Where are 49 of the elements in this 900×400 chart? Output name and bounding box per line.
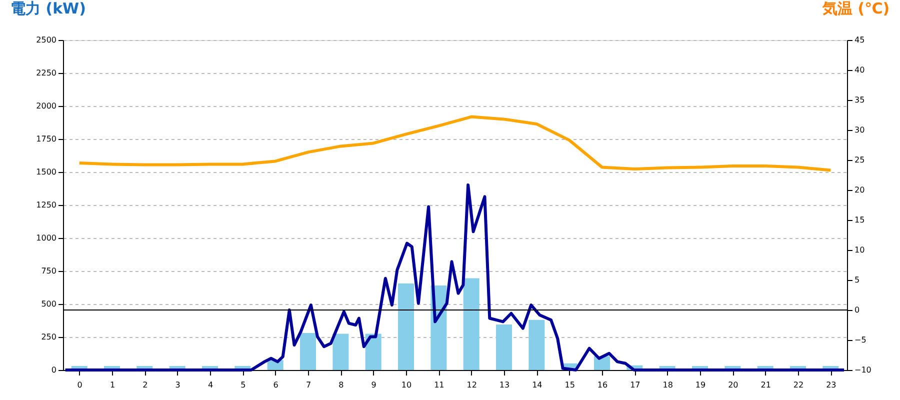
x-tick-label: 22 [793, 380, 804, 390]
y2-tick-label: 20 [854, 186, 865, 194]
y2-tick-label: −5 [854, 336, 866, 344]
x-tick-label: 21 [760, 380, 771, 390]
x-tick-label: 13 [499, 380, 510, 390]
x-tick-label: 2 [142, 380, 148, 390]
x-tick-label: 12 [466, 380, 477, 390]
y-tick-label: 2000 [36, 102, 56, 110]
x-tick-label: 19 [695, 380, 706, 390]
y2-tick-label: 15 [854, 216, 865, 224]
y-tick-label: 2500 [36, 36, 56, 44]
x-tick-label: 1 [110, 380, 116, 390]
y2-axis-title: 気温 (℃) [822, 0, 890, 18]
x-tick-label: 15 [564, 380, 575, 390]
x-tick-label: 23 [826, 380, 836, 390]
y2-tick-label: 45 [854, 36, 865, 44]
y-tick-label: 1000 [36, 234, 56, 242]
x-tick-label: 6 [273, 380, 278, 390]
x-tick-label: 9 [371, 380, 376, 390]
y-tick-label: 1250 [36, 200, 56, 210]
y-tick-label: 500 [41, 300, 56, 308]
y2-tick-label: 5 [854, 276, 860, 284]
y-tick-label: 0 [51, 366, 56, 374]
x-tick-label: 16 [597, 380, 608, 390]
y2-tick-label: 10 [854, 246, 865, 254]
y-tick-label: 1500 [36, 168, 56, 176]
y2-tick-label: 30 [854, 126, 865, 134]
y-tick-label: 250 [41, 332, 56, 342]
x-tick-label: 10 [401, 380, 412, 390]
y2-tick-label: 35 [854, 96, 865, 104]
y2-tick-label: −10 [854, 366, 872, 374]
x-tick-label: 17 [630, 380, 640, 390]
y-axis-title: 電力 (kW) [10, 0, 86, 18]
y2-tick-label: 0 [854, 306, 860, 314]
y2-tick-label: 40 [854, 66, 865, 74]
x-tick-label: 0 [77, 380, 82, 390]
x-tick-label: 3 [175, 380, 180, 390]
x-tick-label: 18 [662, 380, 673, 390]
x-tick-label: 4 [208, 380, 214, 390]
y-tick-label: 2250 [36, 68, 56, 78]
x-tick-label: 5 [240, 380, 246, 390]
x-tick-label: 7 [306, 380, 312, 390]
x-tick-label: 8 [338, 380, 344, 390]
x-tick-label: 14 [532, 380, 542, 390]
y-tick-label: 750 [41, 266, 56, 276]
y-tick-label: 1750 [36, 134, 56, 144]
x-tick-label: 11 [434, 380, 444, 390]
x-tick-label: 20 [728, 380, 738, 390]
y2-tick-label: 25 [854, 156, 865, 164]
